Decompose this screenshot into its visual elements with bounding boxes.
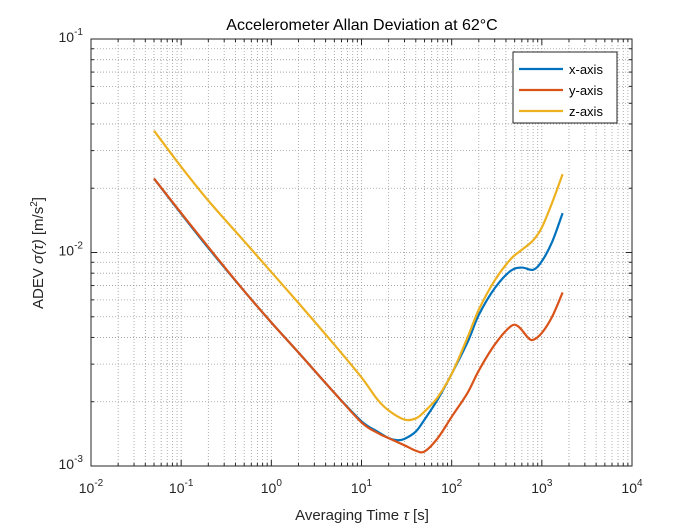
y-tick-label: 10-1 xyxy=(59,27,84,45)
series-line-y-axis xyxy=(153,177,564,454)
series-line-z-axis xyxy=(153,130,564,422)
x-tick-label: 10-1 xyxy=(169,478,194,496)
x-tick-label: 104 xyxy=(621,478,643,496)
y-axis-label: ADEV σ(τ) [m/s2] xyxy=(29,197,47,309)
x-tick-label: 103 xyxy=(531,478,553,496)
legend-entry-y-axis: y-axis xyxy=(569,83,603,98)
x-tick-label: 10-2 xyxy=(79,478,104,496)
axis-ticks xyxy=(90,39,632,467)
x-tick-labels: 10-2 10-1 100 101 102 103 104 xyxy=(79,478,643,496)
legend: x-axis y-axis z-axis xyxy=(512,51,618,124)
legend-entry-z-axis: z-axis xyxy=(569,104,603,119)
x-axis-label: Averaging Time τ [s] xyxy=(295,507,429,524)
chart-title: Accelerometer Allan Deviation at 62°C xyxy=(226,17,497,34)
y-tick-label: 10-3 xyxy=(59,454,84,472)
legend-entry-x-axis: x-axis xyxy=(569,62,603,77)
x-tick-label: 100 xyxy=(261,478,283,496)
series-layer xyxy=(153,130,564,454)
y-tick-label: 10-2 xyxy=(59,241,84,259)
x-tick-label: 101 xyxy=(351,478,373,496)
y-tick-labels: 10-3 10-2 10-1 xyxy=(59,27,84,472)
x-tick-label: 102 xyxy=(441,478,463,496)
